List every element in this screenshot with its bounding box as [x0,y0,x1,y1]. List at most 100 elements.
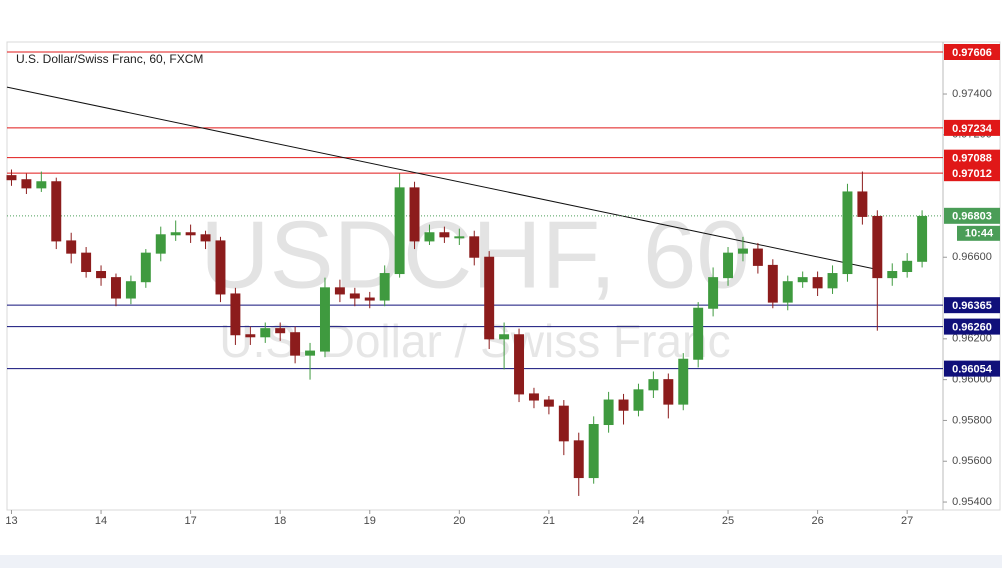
candle-body [334,287,345,295]
level-label-box [944,360,1000,377]
x-tick-label: 19 [364,515,376,527]
candle-body [663,379,674,405]
candle-body [917,215,928,262]
candle-body [543,399,554,407]
candle-body [170,232,181,236]
candle-body [245,334,256,338]
candle-body [6,175,17,181]
candle-body [902,260,913,273]
x-tick-label: 26 [811,515,823,527]
last-price-box [944,207,1000,224]
candle-body [21,179,32,189]
x-tick-label: 27 [901,515,913,527]
y-tick-label: 0.95600 [952,455,992,467]
candle-body [36,181,47,189]
x-tick-label: 18 [274,515,286,527]
x-tick-label: 20 [453,515,465,527]
candle-body [305,350,316,356]
x-tick-label: 13 [5,515,17,527]
candle-body [454,236,465,239]
candle-body [394,187,405,275]
y-tick-label: 0.96600 [952,251,992,263]
candle-body [349,293,360,299]
chart-frame [6,41,1001,511]
candle-body [648,379,659,391]
candle-body [66,240,77,254]
level-label: 0.97088 [952,153,992,165]
level-label: 0.96365 [952,300,992,312]
y-tick-label: 0.95800 [952,414,992,426]
watermark-name: U.S. Dollar / Swiss Franc [219,315,730,367]
candle-body [708,277,719,309]
footer-strip [0,555,1002,568]
y-tick-label: 0.96200 [952,333,992,345]
candle-body [812,277,823,289]
x-tick-label: 25 [722,515,734,527]
candle-body [51,181,62,242]
candle-body [185,232,196,236]
candle-body [514,334,525,395]
candle-body [364,297,375,301]
y-tick-label: 0.95400 [952,496,992,508]
level-label-box [944,43,1000,60]
candle-body [110,277,121,299]
candle-body [573,440,584,479]
candle-body [528,393,539,401]
candle-body [96,271,107,279]
countdown-box [957,225,1000,241]
candle-body [439,232,450,238]
candle-body [424,232,435,242]
candle-body [603,399,614,426]
x-tick-label: 24 [632,515,644,527]
candle-body [319,287,330,352]
candle-body [499,334,510,340]
candle-body [155,234,166,254]
candle-body [678,358,689,405]
candle-body [469,236,480,258]
candle-body [887,271,898,279]
level-label: 0.97606 [952,47,992,59]
candle-body [618,399,629,411]
level-label: 0.97234 [952,123,993,135]
y-tick-label: 0.97400 [952,88,992,100]
candle-body [693,307,704,360]
candle-body [260,328,271,338]
candle-body [140,252,151,283]
trend-line [6,86,881,271]
candle-body [230,293,241,336]
candle-body [737,248,748,254]
candle-body [857,191,868,217]
candle-body [215,240,226,295]
candle-body [558,405,569,442]
level-label-box [944,149,1000,166]
level-label-box [944,119,1000,136]
chart-title: U.S. Dollar/Swiss Franc, 60, FXCM [16,52,203,66]
candle-body [200,234,211,242]
plot-area [6,51,943,496]
candle-body [81,252,92,273]
level-label: 0.96260 [952,322,992,334]
x-tick-label: 14 [95,515,107,527]
candle-body [633,389,644,411]
level-label-box [944,318,1000,335]
candle-body [827,273,838,289]
candle-body [872,215,883,279]
candle-body [842,191,853,275]
candle-body [290,332,301,356]
candle-body [125,281,136,299]
candle-body [275,328,286,334]
candle-body [588,424,599,479]
x-tick-label: 21 [543,515,555,527]
level-label-box [944,165,1000,182]
candle-body [723,252,734,279]
x-tick-label: 17 [184,515,196,527]
candle-body [797,277,808,283]
candle-body [379,273,390,301]
candle-body [484,256,495,340]
countdown-label: 10:44 [965,228,994,240]
level-label-box [944,297,1000,314]
last-price-label: 0.96803 [952,211,992,223]
level-label: 0.96054 [952,364,993,376]
